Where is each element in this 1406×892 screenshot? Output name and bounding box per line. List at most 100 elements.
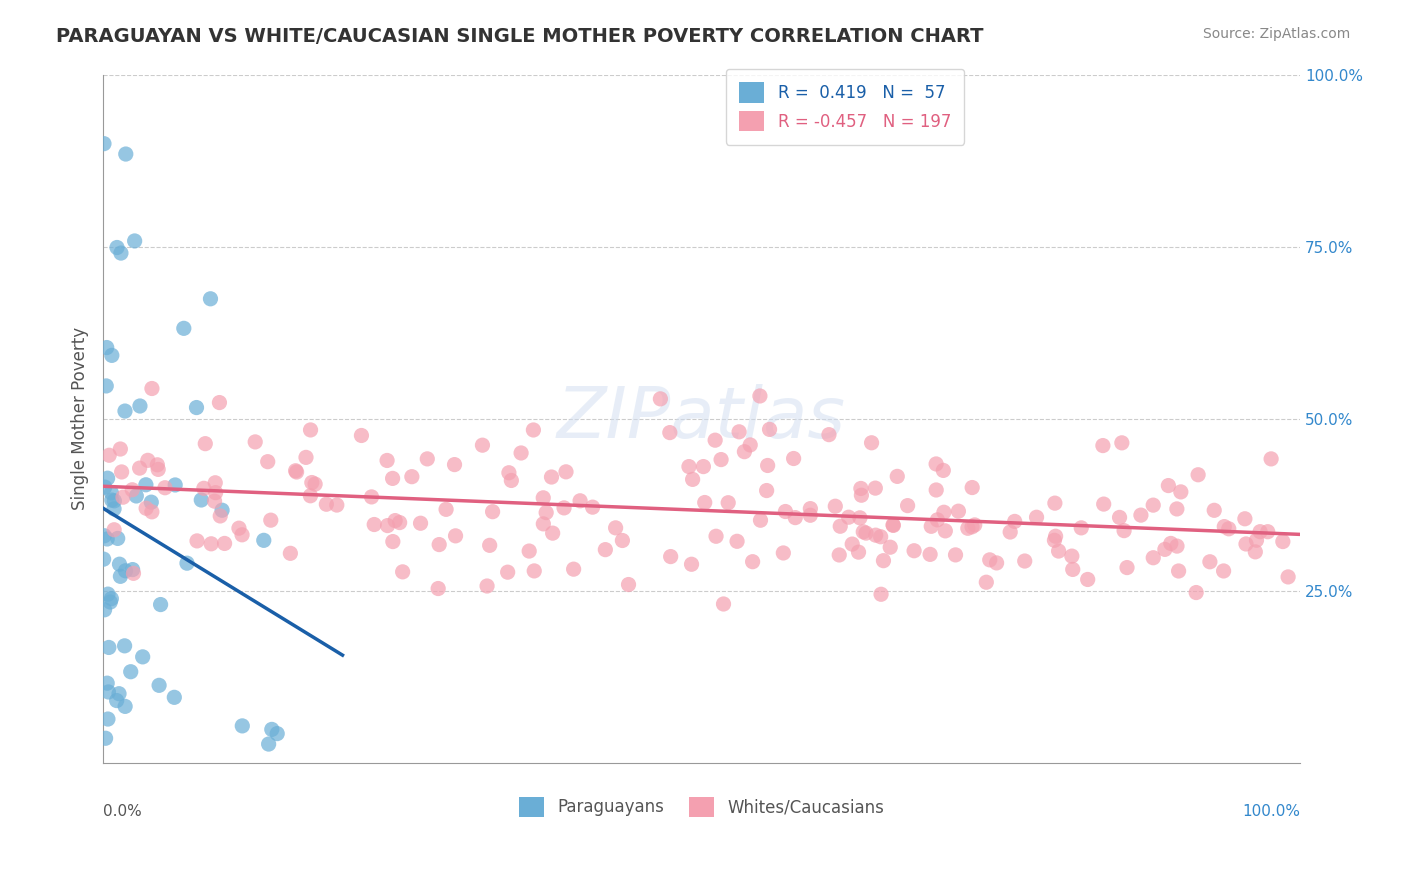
Point [471, 438, 494, 452]
Point [517, 544, 540, 558]
Point [903, 543, 925, 558]
Point [128, 461, 150, 475]
Point [1077, 573, 1099, 587]
Point [755, 483, 778, 498]
Point [659, 549, 682, 564]
Point [1204, 503, 1226, 517]
Point [266, 726, 288, 740]
Point [595, 542, 617, 557]
Point [1060, 549, 1083, 563]
Point [295, 450, 318, 465]
Point [111, 490, 134, 504]
Point [478, 538, 501, 552]
Point [555, 465, 578, 479]
Point [927, 513, 949, 527]
Point [1170, 484, 1192, 499]
Point [1108, 510, 1130, 524]
Point [121, 563, 143, 577]
Point [165, 478, 187, 492]
Point [1218, 522, 1240, 536]
Point [245, 434, 267, 449]
Point [375, 453, 398, 467]
Point [204, 475, 226, 490]
Point [108, 558, 131, 572]
Point [531, 491, 554, 505]
Point [758, 422, 780, 436]
Point [326, 498, 349, 512]
Point [569, 493, 592, 508]
Point [401, 469, 423, 483]
Point [1199, 555, 1222, 569]
Point [523, 564, 546, 578]
Point [612, 533, 634, 548]
Point [186, 533, 208, 548]
Point [381, 534, 404, 549]
Point [299, 423, 322, 437]
Point [103, 501, 125, 516]
Point [818, 427, 841, 442]
Point [256, 455, 278, 469]
Point [260, 513, 283, 527]
Point [1092, 497, 1115, 511]
Point [163, 690, 186, 705]
Point [496, 565, 519, 579]
Point [136, 453, 159, 467]
Point [100, 485, 122, 500]
Point [925, 483, 948, 497]
Point [110, 569, 132, 583]
Point [956, 521, 979, 535]
Point [110, 246, 132, 260]
Point [855, 526, 877, 541]
Point [1166, 502, 1188, 516]
Point [1045, 529, 1067, 543]
Point [141, 382, 163, 396]
Point [107, 532, 129, 546]
Point [650, 392, 672, 406]
Point [304, 477, 326, 491]
Point [98, 448, 121, 462]
Point [96, 676, 118, 690]
Point [97, 712, 120, 726]
Point [97, 471, 120, 485]
Text: 0.0%: 0.0% [103, 805, 142, 820]
Point [886, 469, 908, 483]
Point [658, 425, 681, 440]
Point [1157, 478, 1180, 492]
Point [728, 425, 751, 439]
Point [870, 587, 893, 601]
Point [1257, 524, 1279, 539]
Point [97, 587, 120, 601]
Point [153, 481, 176, 495]
Point [1014, 554, 1036, 568]
Point [391, 565, 413, 579]
Point [135, 477, 157, 491]
Point [713, 597, 735, 611]
Point [782, 451, 804, 466]
Point [1277, 570, 1299, 584]
Point [97, 685, 120, 699]
Point [377, 518, 399, 533]
Point [510, 446, 533, 460]
Point [749, 513, 772, 527]
Point [200, 292, 222, 306]
Point [1129, 508, 1152, 522]
Point [932, 463, 955, 477]
Point [125, 489, 148, 503]
Point [882, 517, 904, 532]
Point [581, 500, 603, 515]
Point [785, 510, 807, 524]
Point [1116, 560, 1139, 574]
Point [681, 558, 703, 572]
Point [865, 481, 887, 495]
Point [93, 136, 115, 151]
Legend: Paraguayans, Whites/Caucasians: Paraguayans, Whites/Caucasians [512, 790, 891, 823]
Point [934, 524, 956, 538]
Point [710, 452, 733, 467]
Point [114, 564, 136, 578]
Point [553, 500, 575, 515]
Point [882, 518, 904, 533]
Point [381, 471, 404, 485]
Point [498, 466, 520, 480]
Point [148, 678, 170, 692]
Y-axis label: Single Mother Poverty: Single Mother Poverty [72, 327, 89, 510]
